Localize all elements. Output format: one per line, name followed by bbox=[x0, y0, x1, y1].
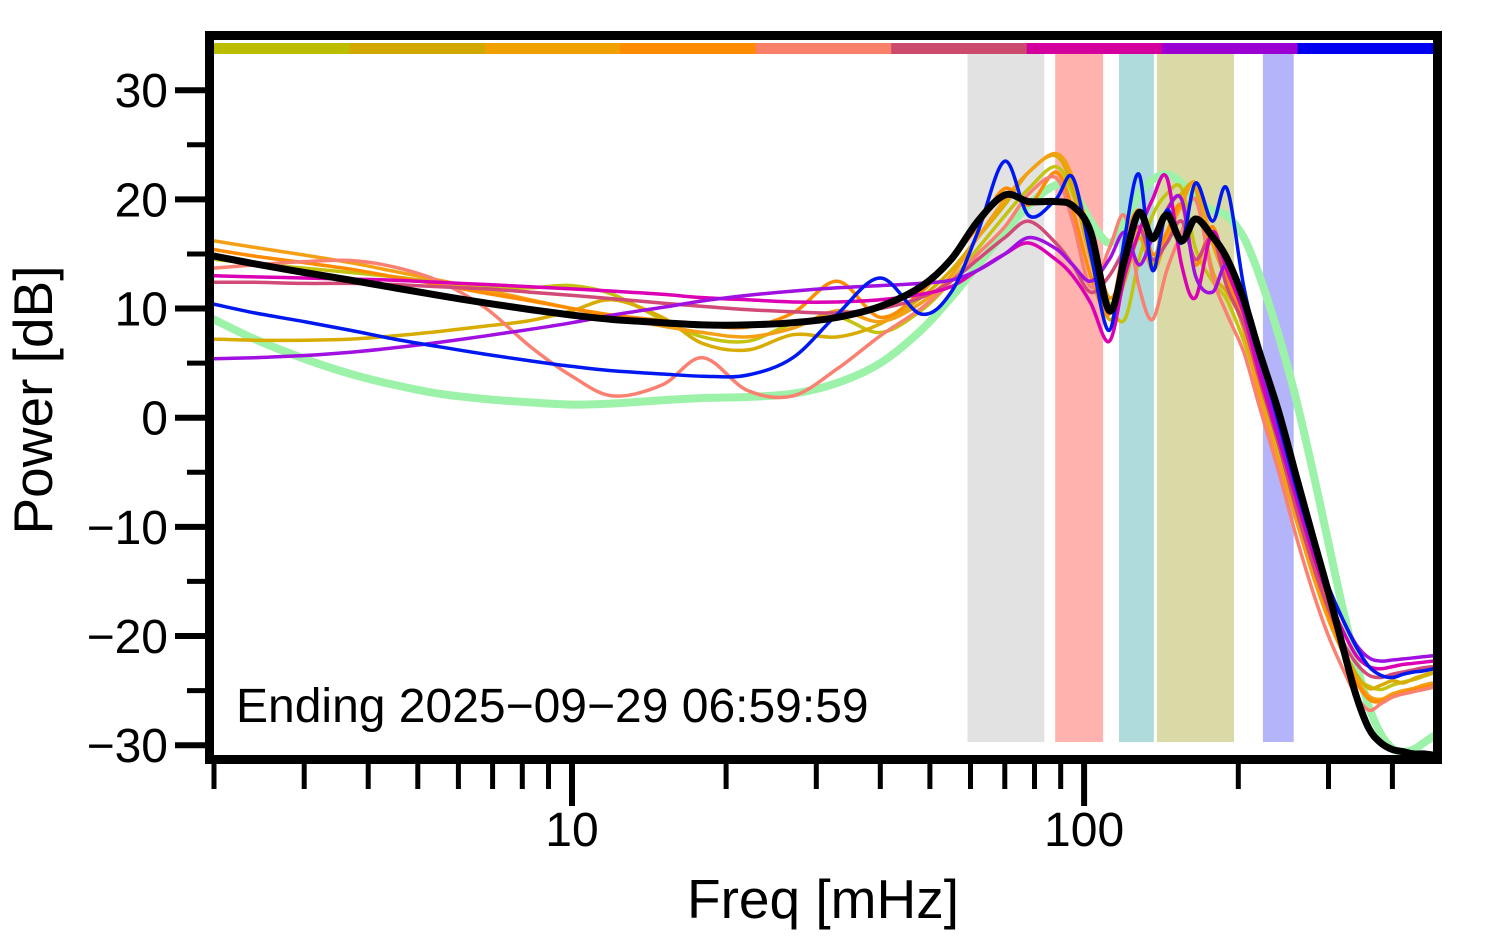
frequency-bands-layer bbox=[967, 54, 1294, 742]
colorbar-segment-9 bbox=[1297, 43, 1434, 54]
labels-layer: Power [dB] Freq [mHz] Ending 2025−09−29 … bbox=[2, 265, 959, 930]
y-tick-label: −10 bbox=[87, 502, 168, 555]
y-axis-label: Power [dB] bbox=[2, 265, 64, 534]
y-tick-label: −20 bbox=[87, 611, 168, 664]
ending-annotation: Ending 2025−09−29 06:59:59 bbox=[236, 680, 869, 733]
plot-border bbox=[205, 31, 1442, 764]
series-line-spectrum-5-salmon bbox=[214, 174, 1433, 713]
colorbar-segment-7 bbox=[1026, 43, 1163, 54]
series-line-spectrum-3-orange bbox=[214, 151, 1433, 702]
y-tick-label: 10 bbox=[115, 284, 168, 337]
y-tick-label: 0 bbox=[141, 393, 168, 446]
series-line-spectrum-2-gold bbox=[214, 153, 1433, 691]
x-tick-label: 10 bbox=[545, 804, 598, 857]
colorbar-segment-1 bbox=[214, 43, 350, 54]
series-line-reference-spectrum bbox=[214, 170, 1433, 755]
band-gray bbox=[967, 54, 1045, 742]
series-line-spectrum-8-violet bbox=[214, 193, 1433, 663]
colorbar-segment-3 bbox=[484, 43, 621, 54]
colorbar-segment-8 bbox=[1162, 43, 1298, 54]
series-line-mean-spectrum bbox=[214, 190, 1433, 755]
colorbar-segment-5 bbox=[755, 43, 892, 54]
series-line-spectrum-7-magenta bbox=[214, 173, 1433, 671]
band-teal bbox=[1119, 54, 1154, 742]
band-pink bbox=[1055, 54, 1104, 742]
series-line-spectrum-9-blue bbox=[214, 159, 1433, 680]
y-tick-label: 20 bbox=[115, 174, 168, 227]
x-tick-label: 100 bbox=[1044, 804, 1124, 857]
spectra-series-layer bbox=[214, 151, 1433, 755]
y-tick-label: 30 bbox=[115, 65, 168, 118]
band-olive bbox=[1156, 54, 1234, 742]
x-axis-label: Freq [mHz] bbox=[687, 868, 959, 930]
colorbar-segment-2 bbox=[349, 43, 486, 54]
y-tick-label: −30 bbox=[87, 720, 168, 773]
colorbar-segment-4 bbox=[620, 43, 757, 54]
time-colorbar-layer bbox=[214, 43, 1434, 54]
colorbar-segment-6 bbox=[891, 43, 1028, 54]
